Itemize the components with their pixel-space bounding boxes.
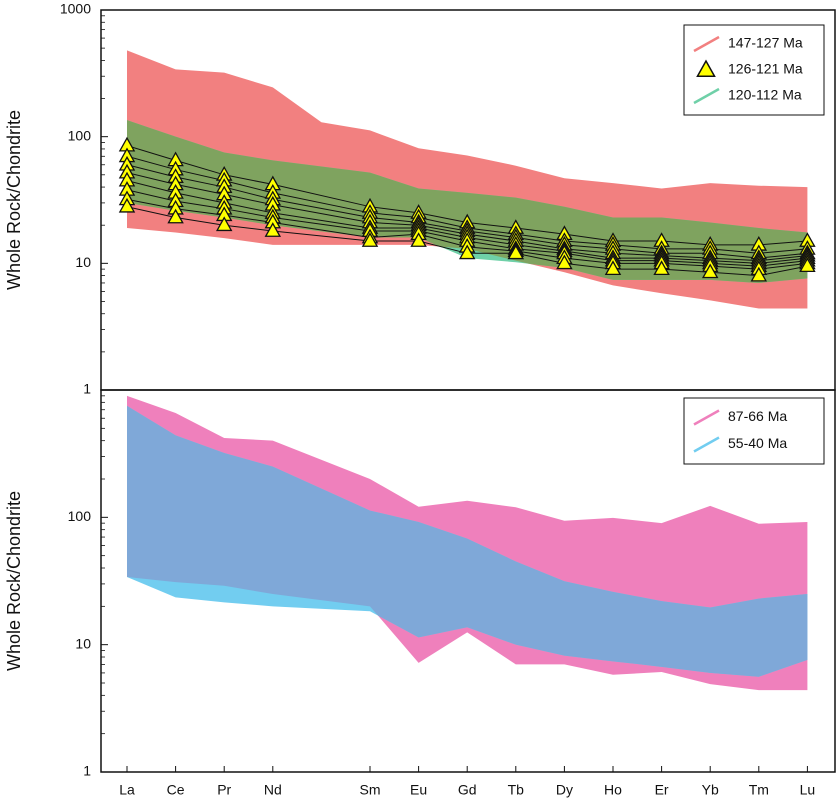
triangle-marker xyxy=(604,260,622,276)
legend-label: 55-40 Ma xyxy=(728,435,787,451)
legend-marker xyxy=(696,59,716,78)
sample-line xyxy=(126,145,808,246)
plot-area xyxy=(127,395,808,691)
legend-swatch xyxy=(693,35,720,53)
legend-label: 147-127 Ma xyxy=(728,35,803,51)
triangle-marker xyxy=(701,263,719,279)
y-tick-label: 10 xyxy=(75,254,91,270)
sample-line xyxy=(126,206,808,277)
x-tick-label: Nd xyxy=(264,782,282,798)
triangle-marker xyxy=(167,208,184,224)
x-tick-label: Dy xyxy=(556,782,573,798)
triangle-marker xyxy=(215,216,233,232)
x-tick-label: Ce xyxy=(167,782,185,798)
triangle-marker xyxy=(507,244,525,260)
legend-swatch xyxy=(693,436,720,453)
y-tick-label: 1 xyxy=(83,763,91,779)
legend-label: 87-66 Ma xyxy=(728,408,787,424)
y-tick-label: 10 xyxy=(75,635,91,651)
x-tick-label: Gd xyxy=(458,782,477,798)
sample-line xyxy=(126,155,808,254)
triangle-marker xyxy=(556,254,573,270)
triangle-marker xyxy=(410,232,427,247)
x-tick-label: Pr xyxy=(217,782,231,798)
plot-area xyxy=(118,50,816,309)
plot-frame xyxy=(100,389,836,773)
legend-box xyxy=(683,397,825,465)
x-tick-label: Yb xyxy=(702,782,719,798)
sample-line xyxy=(126,180,808,264)
x-tick-label: Eu xyxy=(410,782,427,798)
triangle-marker xyxy=(458,244,476,260)
y-axis-title: Whole Rock/Chondrite xyxy=(4,491,24,671)
y-tick-label: 100 xyxy=(68,127,92,143)
legend-label: 120-112 Ma xyxy=(728,87,802,103)
y-axis-title: Whole Rock/Chondrite xyxy=(4,110,24,290)
overlap-band xyxy=(127,120,808,283)
sample-line xyxy=(126,198,808,270)
legend-swatch xyxy=(693,409,720,426)
triangle-marker xyxy=(264,222,282,237)
legend-swatch xyxy=(693,87,720,105)
triangle-marker xyxy=(750,266,768,282)
triangle-marker xyxy=(361,232,379,247)
sample-line xyxy=(126,189,808,267)
sample-line xyxy=(126,164,808,259)
y-tick-label: 1 xyxy=(83,381,91,397)
triangle-marker xyxy=(799,257,816,273)
triangle-marker xyxy=(118,197,136,213)
y-tick-label: 100 xyxy=(68,508,92,524)
x-tick-label: Tm xyxy=(749,782,769,798)
x-tick-label: La xyxy=(119,782,135,798)
overlap-band xyxy=(127,405,808,677)
x-tick-label: Lu xyxy=(800,782,816,798)
y-tick-label: 1000 xyxy=(60,1,91,17)
x-tick-label: Tb xyxy=(508,782,525,798)
x-tick-label: Ho xyxy=(604,782,622,798)
triangle-marker xyxy=(653,260,670,276)
legend-label: 126-121 Ma xyxy=(728,61,803,77)
x-tick-label: Er xyxy=(655,782,669,798)
sample-line xyxy=(126,172,808,262)
x-tick-label: Sm xyxy=(360,782,381,798)
